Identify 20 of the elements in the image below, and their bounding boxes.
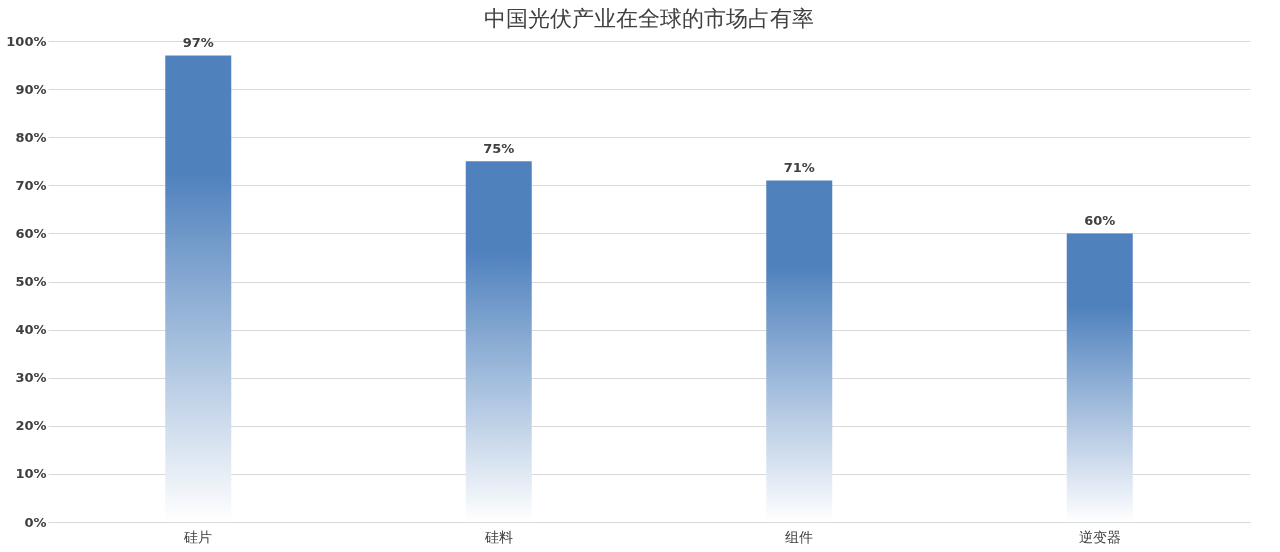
x-tick-label: 逆变器 <box>1078 528 1121 545</box>
y-tick-label: 0% <box>24 514 47 530</box>
chart-title: 中国光伏产业在全球的市场占有率 <box>484 6 814 31</box>
data-label: 60% <box>1084 213 1116 229</box>
x-tick-label: 硅片 <box>183 528 213 545</box>
data-label: 75% <box>483 141 515 157</box>
y-tick-label: 90% <box>15 81 47 97</box>
data-label: 71% <box>783 160 815 176</box>
y-tick-label: 10% <box>15 466 47 482</box>
y-tick-label: 20% <box>15 418 47 434</box>
data-label: 97% <box>182 35 214 51</box>
y-tick-label: 60% <box>15 225 47 241</box>
y-tick-label: 40% <box>15 322 47 338</box>
x-tick-label: 组件 <box>785 528 814 545</box>
y-tick-label: 80% <box>15 129 47 145</box>
y-tick-label: 50% <box>15 274 47 289</box>
y-tick-label: 100% <box>6 33 47 49</box>
y-tick-label: 30% <box>15 370 47 386</box>
y-tick-label: 70% <box>15 177 47 193</box>
x-tick-label: 硅料 <box>483 528 513 545</box>
